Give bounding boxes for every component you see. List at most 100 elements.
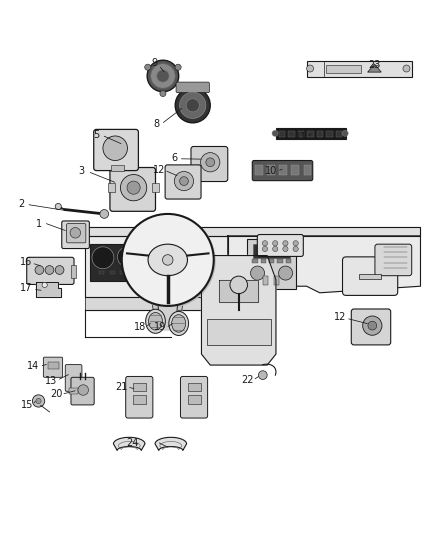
Bar: [304, 165, 311, 174]
Circle shape: [117, 247, 137, 266]
Polygon shape: [158, 306, 177, 330]
Bar: [277, 259, 283, 263]
Circle shape: [160, 91, 166, 96]
FancyBboxPatch shape: [176, 82, 209, 93]
Bar: [133, 383, 146, 391]
Bar: [307, 131, 314, 137]
Bar: [188, 395, 201, 403]
Bar: [71, 265, 76, 278]
Circle shape: [103, 136, 127, 160]
Bar: [279, 165, 287, 174]
Text: 12: 12: [334, 312, 346, 322]
Text: 12: 12: [153, 165, 165, 175]
Bar: [269, 259, 274, 263]
Text: 5: 5: [93, 130, 99, 140]
Circle shape: [100, 209, 109, 219]
Circle shape: [230, 276, 247, 294]
Circle shape: [123, 215, 215, 307]
Bar: [286, 259, 291, 263]
Circle shape: [363, 316, 382, 335]
Text: 11: 11: [295, 132, 307, 142]
FancyBboxPatch shape: [67, 223, 86, 243]
FancyBboxPatch shape: [62, 221, 89, 248]
Polygon shape: [155, 438, 187, 450]
Bar: [108, 183, 115, 192]
Bar: [188, 383, 201, 391]
Circle shape: [175, 88, 210, 123]
Circle shape: [368, 321, 377, 330]
Text: 3: 3: [78, 166, 85, 176]
Bar: [110, 271, 115, 274]
Text: 13: 13: [45, 376, 57, 386]
Bar: [326, 131, 332, 137]
Circle shape: [272, 130, 278, 136]
Circle shape: [151, 64, 175, 88]
Circle shape: [127, 181, 140, 194]
Text: 18: 18: [134, 322, 146, 332]
Polygon shape: [85, 227, 420, 236]
Bar: [267, 165, 275, 174]
Circle shape: [174, 172, 194, 191]
FancyBboxPatch shape: [71, 377, 94, 405]
Polygon shape: [85, 236, 228, 297]
FancyBboxPatch shape: [165, 165, 201, 199]
Circle shape: [272, 246, 278, 252]
Polygon shape: [36, 282, 61, 297]
Text: 6: 6: [171, 154, 177, 163]
Circle shape: [283, 246, 288, 252]
Bar: [247, 239, 296, 289]
FancyBboxPatch shape: [252, 160, 313, 181]
Circle shape: [342, 130, 348, 136]
Circle shape: [293, 246, 298, 252]
Circle shape: [122, 214, 214, 306]
Ellipse shape: [148, 244, 187, 276]
Circle shape: [206, 158, 215, 167]
Circle shape: [180, 177, 188, 185]
FancyBboxPatch shape: [65, 365, 82, 391]
Text: 8: 8: [154, 119, 160, 129]
Bar: [131, 271, 137, 274]
Circle shape: [120, 174, 147, 201]
Bar: [291, 165, 299, 174]
Circle shape: [180, 92, 206, 118]
Circle shape: [262, 246, 268, 252]
Circle shape: [55, 204, 61, 209]
Circle shape: [258, 371, 267, 379]
Circle shape: [45, 265, 54, 274]
Circle shape: [293, 241, 298, 246]
Bar: [152, 183, 159, 192]
Text: 23: 23: [369, 60, 381, 70]
Text: 2: 2: [18, 199, 24, 209]
Circle shape: [262, 241, 268, 246]
Ellipse shape: [148, 312, 162, 330]
Bar: [276, 128, 346, 140]
FancyBboxPatch shape: [375, 244, 412, 276]
FancyBboxPatch shape: [343, 257, 398, 295]
FancyBboxPatch shape: [43, 357, 63, 377]
Circle shape: [42, 282, 47, 287]
Ellipse shape: [172, 314, 186, 332]
Bar: [359, 274, 381, 279]
Circle shape: [283, 241, 288, 246]
Bar: [120, 271, 126, 274]
Circle shape: [145, 64, 151, 70]
Bar: [263, 276, 268, 285]
Bar: [207, 319, 271, 345]
Text: 20: 20: [50, 390, 62, 399]
Bar: [99, 271, 104, 274]
FancyBboxPatch shape: [180, 376, 208, 418]
Text: 16: 16: [20, 257, 32, 267]
Polygon shape: [219, 280, 258, 302]
Circle shape: [70, 228, 81, 238]
FancyBboxPatch shape: [110, 167, 155, 211]
Ellipse shape: [145, 309, 165, 333]
Bar: [326, 65, 361, 73]
FancyBboxPatch shape: [27, 257, 74, 285]
FancyBboxPatch shape: [126, 376, 153, 418]
Polygon shape: [201, 255, 276, 365]
Bar: [274, 276, 279, 285]
Circle shape: [55, 265, 64, 274]
Circle shape: [162, 255, 173, 265]
Bar: [261, 259, 266, 263]
Text: 1: 1: [35, 219, 42, 229]
